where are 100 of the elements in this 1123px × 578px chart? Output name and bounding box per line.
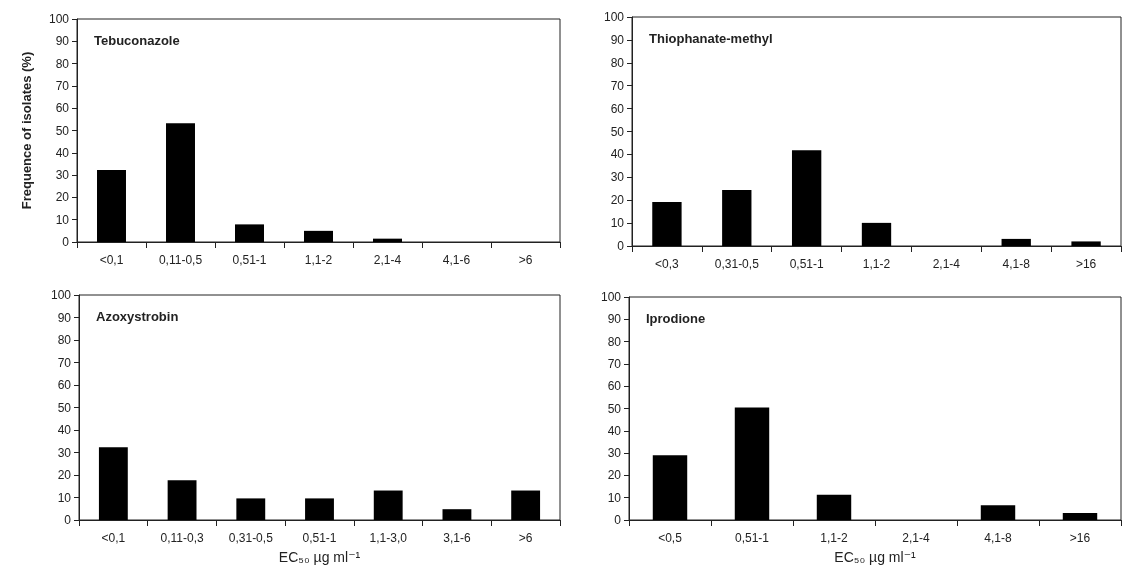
bar	[236, 498, 266, 520]
y-tick-label: 80	[610, 55, 625, 70]
x-tick-label: 0,31-0,5	[714, 257, 760, 271]
y-tick-label: 10	[607, 490, 622, 505]
y-tick-label: 40	[57, 423, 72, 437]
y-tick-label: 70	[55, 78, 70, 93]
x-tick-label: 1,1-3,0	[369, 531, 408, 545]
y-tick-label: 20	[55, 190, 70, 205]
bar	[511, 490, 541, 520]
bar	[816, 494, 852, 520]
x-tick-label: >16	[1069, 531, 1091, 545]
y-tick-label: 0	[62, 235, 70, 249]
y-tick-label: 50	[55, 123, 70, 138]
x-tick-label: 0,51-1	[789, 257, 824, 271]
bar	[304, 230, 333, 242]
y-tick-label: 0	[614, 513, 622, 527]
bar	[722, 189, 752, 246]
y-tick-label: 80	[607, 334, 622, 349]
bar	[734, 407, 770, 520]
y-tick-label: 100	[48, 12, 70, 26]
x-tick-label: 0,11-0,3	[160, 531, 204, 545]
bar	[980, 505, 1016, 520]
y-axis-title: Frequence of isolates (%)	[19, 51, 34, 210]
y-tick-label: 60	[610, 101, 625, 116]
y-tick-label: 20	[57, 468, 72, 482]
bar	[166, 123, 195, 242]
bar	[861, 222, 892, 246]
y-tick-label: 10	[610, 216, 625, 231]
y-tick-label: 40	[610, 147, 625, 162]
x-tick-label: >16	[1075, 257, 1097, 271]
text: Iprodione	[646, 311, 706, 326]
y-tick-label: 0	[64, 513, 72, 527]
x-tick-label: 4,1-8	[1002, 257, 1031, 271]
text: Thiophanate-methyl	[649, 31, 773, 46]
x-tick-label: 0,51-1	[232, 253, 267, 267]
x-tick-label: 3,1-6	[443, 531, 471, 545]
bar	[373, 238, 402, 242]
y-tick-label: 50	[607, 401, 622, 416]
y-tick-label: 90	[57, 310, 72, 325]
y-tick-label: 60	[55, 101, 70, 116]
bar	[1062, 513, 1098, 520]
x-tick-label: 0,11-0,5	[158, 253, 203, 267]
x-tick-label: <0,1	[99, 253, 124, 267]
x-tick-label: <0,5	[658, 531, 683, 545]
x-tick-label: 4,1-8	[984, 531, 1012, 545]
y-tick-label: 70	[607, 356, 622, 371]
y-tick-label: 40	[607, 423, 622, 438]
bar	[442, 509, 472, 520]
bar	[652, 455, 688, 520]
y-tick-label: 100	[600, 290, 622, 304]
bar	[373, 490, 403, 520]
y-tick-label: 70	[610, 78, 625, 93]
y-tick-label: 100	[603, 10, 625, 24]
y-tick-label: 90	[607, 312, 622, 327]
y-tick-label: 90	[55, 34, 70, 49]
y-tick-label: 10	[57, 490, 72, 505]
x-tick-label: 2,1-4	[902, 531, 930, 545]
x-tick-label: <0,3	[655, 257, 680, 271]
x-tick-label: 0,51-1	[734, 531, 770, 545]
x-axis-title: EC₅₀ µg ml⁻¹	[834, 549, 917, 565]
y-tick-label: 90	[610, 32, 625, 47]
y-tick-label: 10	[55, 212, 70, 227]
bar	[652, 202, 682, 246]
y-tick-label: 60	[607, 379, 622, 394]
x-tick-label: >6	[518, 253, 533, 267]
x-tick-label: 1,1-2	[820, 531, 848, 545]
x-tick-label: 0,51-1	[302, 531, 337, 545]
x-tick-label: 4,1-6	[442, 253, 471, 267]
x-axis-title: EC₅₀ µg ml⁻¹	[278, 549, 361, 565]
x-tick-label: >6	[518, 531, 533, 545]
y-tick-label: 30	[607, 446, 622, 461]
x-tick-label: 0,31-0,5	[228, 531, 274, 545]
x-tick-label: 1,1-2	[862, 257, 891, 271]
bar	[167, 480, 197, 520]
x-tick-label: 2,1-4	[373, 253, 402, 267]
bar	[98, 447, 128, 520]
bar	[1071, 241, 1101, 246]
y-tick-label: 30	[57, 445, 72, 460]
y-tick-label: 50	[57, 400, 72, 415]
x-tick-label: <0,1	[101, 531, 126, 545]
y-tick-label: 30	[55, 168, 70, 183]
y-tick-label: 30	[610, 170, 625, 185]
y-tick-label: 50	[610, 124, 625, 139]
y-tick-label: 80	[55, 56, 70, 71]
text: Tebuconazole	[94, 33, 180, 48]
y-tick-label: 100	[50, 288, 72, 302]
y-tick-label: 0	[617, 239, 625, 253]
y-tick-label: 20	[610, 193, 625, 208]
x-tick-label: 1,1-2	[304, 253, 333, 267]
y-tick-label: 80	[57, 333, 72, 347]
bar	[305, 498, 334, 520]
text: Azoxystrobin	[96, 309, 179, 324]
y-tick-label: 40	[55, 145, 70, 160]
bar	[97, 169, 126, 242]
bar	[1001, 238, 1031, 246]
x-tick-label: 2,1-4	[932, 257, 961, 271]
bar	[791, 150, 822, 246]
y-tick-label: 60	[57, 378, 72, 392]
y-tick-label: 20	[607, 468, 622, 483]
bar	[235, 224, 264, 242]
